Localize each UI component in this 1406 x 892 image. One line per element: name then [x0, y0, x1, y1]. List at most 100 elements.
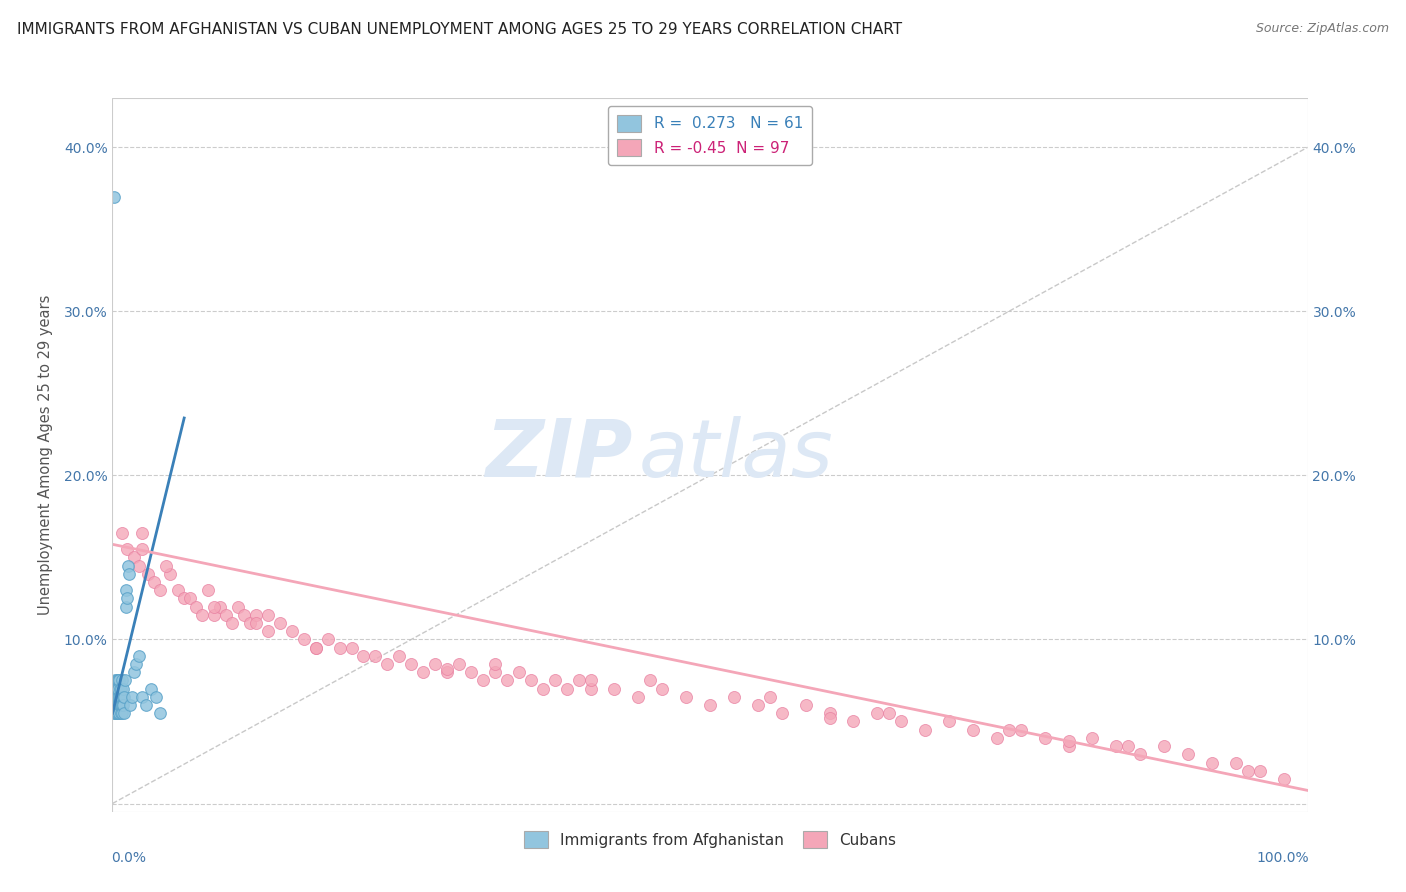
- Point: [794, 698, 817, 712]
- Point: [579, 673, 602, 688]
- Point: [104, 690, 127, 704]
- Point: [103, 706, 125, 721]
- Point: [447, 657, 470, 671]
- Point: [105, 690, 128, 704]
- Point: [257, 607, 280, 622]
- Point: [1129, 747, 1152, 762]
- Point: [914, 723, 936, 737]
- Point: [568, 673, 591, 688]
- Point: [115, 583, 138, 598]
- Point: [245, 607, 267, 622]
- Point: [640, 673, 662, 688]
- Point: [1118, 739, 1140, 753]
- Point: [226, 599, 249, 614]
- Point: [155, 558, 177, 573]
- Point: [202, 607, 225, 622]
- Point: [115, 591, 138, 606]
- Point: [167, 583, 190, 598]
- Point: [103, 698, 125, 712]
- Point: [108, 690, 131, 704]
- Point: [675, 690, 697, 704]
- Text: Source: ZipAtlas.com: Source: ZipAtlas.com: [1256, 22, 1389, 36]
- Point: [107, 698, 129, 712]
- Point: [866, 706, 889, 721]
- Point: [122, 550, 145, 565]
- Point: [108, 706, 131, 721]
- Point: [484, 665, 506, 680]
- Point: [105, 681, 128, 696]
- Point: [723, 690, 745, 704]
- Point: [145, 690, 167, 704]
- Point: [239, 616, 262, 631]
- Point: [986, 731, 1008, 745]
- Point: [108, 690, 131, 704]
- Point: [436, 662, 458, 676]
- Point: [1081, 731, 1104, 745]
- Text: atlas: atlas: [638, 416, 834, 494]
- Point: [472, 673, 495, 688]
- Point: [131, 525, 153, 540]
- Point: [107, 673, 129, 688]
- Point: [112, 698, 135, 712]
- Point: [112, 706, 135, 721]
- Point: [316, 632, 339, 647]
- Point: [105, 698, 128, 712]
- Point: [1237, 764, 1260, 778]
- Point: [135, 698, 157, 712]
- Point: [627, 690, 650, 704]
- Point: [1010, 723, 1032, 737]
- Point: [962, 723, 984, 737]
- Point: [117, 558, 139, 573]
- Point: [110, 698, 132, 712]
- Point: [107, 698, 129, 712]
- Point: [202, 599, 225, 614]
- Point: [412, 665, 434, 680]
- Point: [543, 673, 565, 688]
- Point: [121, 690, 143, 704]
- Point: [105, 681, 128, 696]
- Point: [508, 665, 530, 680]
- Point: [460, 665, 482, 680]
- Point: [555, 681, 578, 696]
- Point: [1272, 772, 1295, 786]
- Point: [401, 657, 423, 671]
- Point: [104, 681, 127, 696]
- Point: [191, 607, 214, 622]
- Point: [292, 632, 315, 647]
- Point: [110, 706, 132, 721]
- Point: [105, 673, 128, 688]
- Point: [105, 698, 128, 712]
- Point: [149, 706, 172, 721]
- Point: [818, 706, 841, 721]
- Point: [107, 706, 129, 721]
- Point: [1057, 734, 1080, 748]
- Point: [131, 542, 153, 557]
- Point: [110, 690, 132, 704]
- Point: [108, 681, 131, 696]
- Point: [770, 706, 793, 721]
- Point: [104, 690, 127, 704]
- Point: [998, 723, 1021, 737]
- Point: [104, 673, 127, 688]
- Point: [1105, 739, 1128, 753]
- Point: [120, 698, 142, 712]
- Point: [579, 681, 602, 696]
- Text: IMMIGRANTS FROM AFGHANISTAN VS CUBAN UNEMPLOYMENT AMONG AGES 25 TO 29 YEARS CORR: IMMIGRANTS FROM AFGHANISTAN VS CUBAN UNE…: [17, 22, 903, 37]
- Point: [122, 665, 145, 680]
- Point: [149, 583, 172, 598]
- Point: [110, 681, 132, 696]
- Point: [111, 698, 134, 712]
- Point: [103, 690, 125, 704]
- Point: [128, 648, 150, 663]
- Point: [436, 665, 458, 680]
- Point: [496, 673, 519, 688]
- Point: [104, 706, 127, 721]
- Point: [257, 624, 280, 639]
- Point: [107, 706, 129, 721]
- Point: [305, 640, 328, 655]
- Point: [1057, 739, 1080, 753]
- Point: [879, 706, 901, 721]
- Point: [269, 616, 291, 631]
- Point: [139, 681, 162, 696]
- Point: [111, 690, 134, 704]
